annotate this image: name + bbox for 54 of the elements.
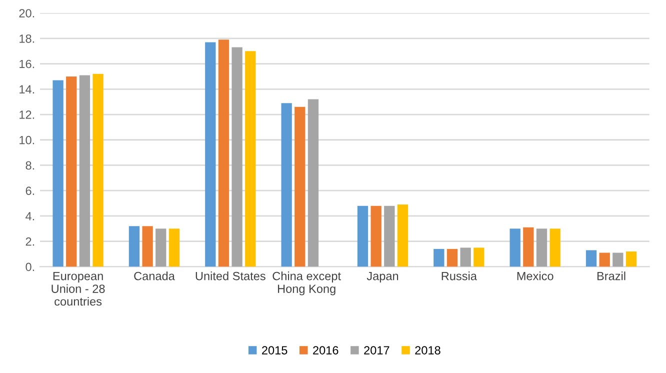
x-tick-label: Canada — [134, 272, 175, 280]
bar — [128, 226, 140, 267]
legend-label: 2016 — [313, 346, 338, 354]
bar — [599, 252, 610, 267]
x-tick-label: Japan — [366, 272, 398, 283]
bar — [156, 228, 166, 267]
x-tick-label: European Union - 28 countries — [52, 272, 105, 306]
bar — [168, 228, 180, 267]
legend-label: 2017 — [364, 346, 390, 354]
bar — [294, 106, 306, 267]
y-tick-label: 14. — [20, 85, 34, 94]
x-tick-label: Brazil — [597, 272, 626, 280]
bar — [308, 99, 319, 267]
bar — [357, 206, 368, 267]
bar — [66, 76, 77, 267]
bar — [397, 204, 408, 267]
y-tick-label: 4. — [26, 212, 34, 220]
y-tick-label: 16. — [20, 60, 34, 68]
x-tick-label: China except Hong Kong — [272, 272, 341, 296]
legend-label: 2018 — [415, 346, 440, 354]
bar — [612, 252, 624, 267]
bar — [460, 248, 471, 267]
bar — [510, 228, 520, 267]
bar — [142, 226, 153, 267]
bar — [626, 251, 637, 267]
bar — [92, 74, 104, 267]
y-tick-label: 12. — [20, 110, 34, 119]
bar — [446, 248, 458, 267]
bar — [474, 248, 484, 267]
bar — [434, 248, 444, 267]
y-tick-label: 10. — [20, 136, 34, 144]
x-tick-label: United States — [196, 272, 266, 280]
y-tick-label: 20. — [19, 9, 34, 18]
bar — [536, 228, 548, 267]
bar — [232, 47, 242, 267]
bar — [245, 51, 256, 267]
bar — [370, 206, 382, 267]
y-tick-label: 6. — [26, 186, 34, 195]
y-tick-label: 0. — [26, 262, 34, 272]
y-tick-label: 2. — [26, 237, 34, 246]
bar — [79, 75, 90, 267]
bar — [52, 80, 64, 267]
x-tick-label: Russia — [442, 272, 477, 280]
x-tick-label: Mexico — [517, 272, 554, 280]
bar — [550, 228, 560, 267]
y-tick-label: 18. — [20, 34, 34, 43]
bar — [281, 103, 292, 267]
bar — [218, 40, 230, 267]
bar — [384, 206, 395, 267]
y-tick-label: 8. — [26, 161, 34, 170]
bar — [205, 42, 216, 267]
bar — [586, 250, 597, 267]
legend-label: 2015 — [262, 346, 288, 354]
bar — [523, 227, 534, 267]
